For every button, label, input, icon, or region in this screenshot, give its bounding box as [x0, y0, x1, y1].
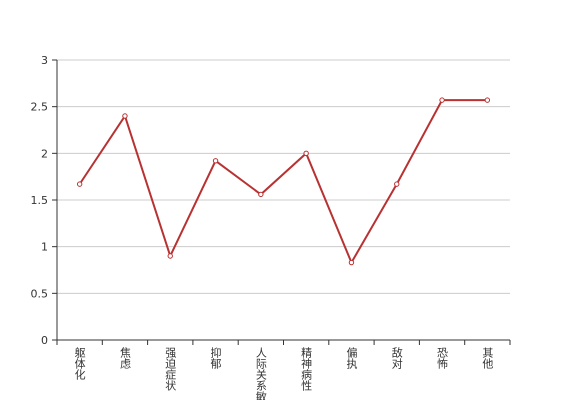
- data-point: [303, 150, 309, 157]
- data-point: [122, 113, 128, 119]
- data-point: [484, 97, 491, 103]
- x-tick-label: 强迫症状: [164, 347, 177, 391]
- data-point: [212, 158, 219, 164]
- x-tick-label: 人际关系敏感: [254, 347, 267, 400]
- data-point: [167, 253, 173, 259]
- data-point: [439, 97, 445, 103]
- y-tick-label: 3: [41, 54, 48, 67]
- x-tick-label: 偏执: [345, 346, 358, 370]
- y-tick-label: 2.5: [31, 101, 49, 114]
- y-tick-label: 2: [41, 147, 48, 160]
- data-point: [76, 181, 83, 187]
- x-tick-label: 恐怖: [436, 347, 449, 369]
- y-tick-label: 1.5: [31, 194, 49, 207]
- x-tick-label: 抑郁: [209, 346, 222, 369]
- y-tick-label: 0: [41, 334, 48, 347]
- data-point: [258, 191, 264, 198]
- x-tick-label: 其他: [481, 347, 494, 369]
- x-tick-label: 精神病性: [300, 347, 313, 392]
- data-line: [78, 99, 488, 265]
- data-point: [394, 181, 400, 187]
- x-tick-label: 躯体化: [73, 347, 86, 381]
- y-tick-label: 1: [41, 241, 48, 254]
- data-point: [348, 259, 355, 266]
- x-tick-label: 敌对: [390, 346, 403, 369]
- y-tick-label: 0.5: [31, 287, 49, 300]
- x-tick-label: 焦虑: [118, 347, 131, 369]
